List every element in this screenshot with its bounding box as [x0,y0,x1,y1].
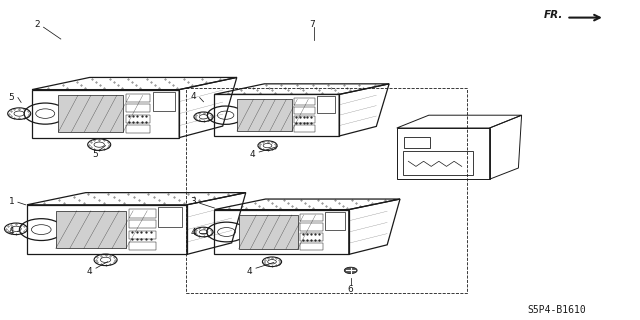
Bar [58,95,124,132]
Bar [129,242,156,250]
Bar [126,125,150,133]
Bar [237,100,292,131]
Text: 3: 3 [191,197,196,206]
Bar [186,88,467,293]
Bar [294,98,315,105]
Text: 1: 1 [9,197,14,206]
Bar [300,243,323,250]
Text: FR.: FR. [544,10,563,20]
Bar [126,115,150,123]
Text: 7: 7 [310,20,315,28]
Bar [129,220,156,228]
Bar [129,210,156,218]
Text: 4: 4 [87,267,92,276]
Bar [294,116,315,123]
Text: 2: 2 [35,20,40,28]
Bar [404,137,431,148]
Bar [300,223,323,231]
Text: S5P4-B1610: S5P4-B1610 [527,305,586,316]
Text: 4: 4 [191,92,196,100]
Bar [325,212,345,230]
Bar [294,125,315,132]
Text: 4: 4 [191,228,196,237]
Text: 4: 4 [247,267,252,276]
Text: 6: 6 [348,285,353,294]
Bar [56,211,126,248]
Bar [403,150,473,175]
Bar [294,107,315,114]
Bar [158,207,182,228]
Circle shape [344,267,357,274]
Text: 4: 4 [250,150,255,159]
Bar [239,215,298,249]
Text: 4: 4 [9,227,14,236]
Bar [126,94,150,102]
Text: 5: 5 [92,150,97,159]
Bar [126,104,150,112]
Bar [300,233,323,241]
Text: 5: 5 [9,93,14,102]
Bar [300,214,323,221]
Bar [153,92,175,111]
Bar [129,231,156,239]
Bar [317,96,335,113]
